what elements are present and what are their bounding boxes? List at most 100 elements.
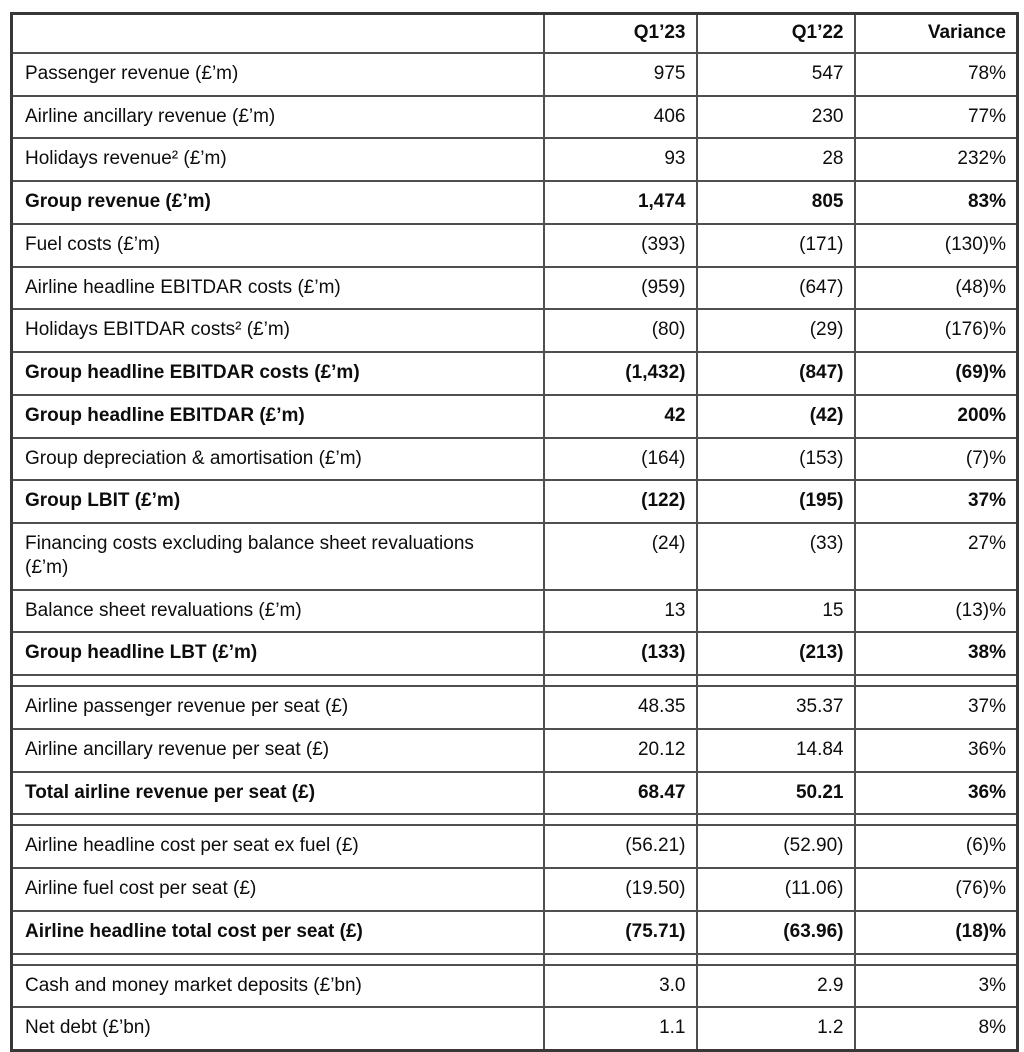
row-value-variance: 232%: [853, 137, 1019, 182]
row-label: Group LBIT (£’m): [10, 479, 545, 524]
row-value-q1-23: (19.50): [542, 867, 698, 912]
row-value-q1-23: 20.12: [542, 727, 698, 773]
header-row: Q1’23 Q1’22 Variance: [10, 12, 1019, 54]
row-value-q1-23: (133): [542, 631, 698, 676]
table-row: Airline ancillary revenue (£’m) 406 230 77%: [10, 94, 1019, 140]
row-value-q1-22: (171): [695, 222, 856, 268]
row-value-q1-23: (122): [542, 479, 698, 524]
table-row: Balance sheet revaluations (£’m) 13 15 (13)…: [10, 588, 1019, 634]
row-value-q1-23: (393): [542, 222, 698, 268]
table-row: Fuel costs (£’m) (393) (171) (130)%: [10, 222, 1019, 268]
table-row: Group headline EBITDAR (£’m) 42 (42) 200%: [10, 393, 1019, 439]
row-value-q1-23: (56.21): [542, 824, 698, 869]
row-value-q1-23: (1,432): [542, 351, 698, 396]
spacer-cell: [542, 952, 698, 966]
row-value-variance: 37%: [853, 685, 1019, 730]
row-value-q1-23: 48.35: [542, 685, 698, 730]
row-value-variance: (130)%: [853, 222, 1019, 268]
row-value-q1-22: 28: [695, 137, 856, 182]
row-label: Holidays EBITDAR costs² (£’m): [10, 308, 545, 353]
spacer-cell: [853, 813, 1019, 827]
financial-results-table: Q1’23 Q1’22 Variance Passenger revenue (…: [10, 12, 1019, 1052]
row-value-q1-22: (213): [695, 631, 856, 676]
row-value-q1-23: 1,474: [542, 180, 698, 225]
row-label: Passenger revenue (£’m): [10, 51, 545, 97]
table-row: Net debt (£’bn) 1.1 1.2 8%: [10, 1006, 1019, 1052]
row-value-q1-22: 805: [695, 180, 856, 225]
row-label: Airline ancillary revenue (£’m): [10, 94, 545, 140]
row-value-variance: 3%: [853, 963, 1019, 1009]
row-value-q1-22: (52.90): [695, 824, 856, 869]
row-label: Cash and money market deposits (£’bn): [10, 963, 545, 1009]
table-row: Group revenue (£’m) 1,474 805 83%: [10, 180, 1019, 225]
row-value-variance: (18)%: [853, 909, 1019, 955]
spacer-cell: [10, 952, 545, 966]
row-value-q1-22: 547: [695, 51, 856, 97]
spacer-row: [10, 952, 1019, 966]
table-row: Cash and money market deposits (£’bn) 3.0…: [10, 963, 1019, 1009]
row-value-variance: 8%: [853, 1006, 1019, 1052]
spacer-cell: [853, 674, 1019, 687]
row-value-q1-22: 50.21: [695, 770, 856, 816]
row-label: Airline ancillary revenue per seat (£): [10, 727, 545, 773]
row-label: Airline headline EBITDAR costs (£’m): [10, 265, 545, 311]
spacer-cell: [542, 674, 698, 687]
row-label: Group headline EBITDAR (£’m): [10, 393, 545, 439]
table-body: Passenger revenue (£’m) 975 547 78% Airline …: [10, 51, 1019, 1052]
spacer-cell: [10, 813, 545, 827]
row-label: Holidays revenue² (£’m): [10, 137, 545, 182]
row-value-q1-23: (24): [542, 522, 698, 591]
row-value-q1-22: (11.06): [695, 867, 856, 912]
row-value-variance: (76)%: [853, 867, 1019, 912]
row-value-q1-22: 2.9: [695, 963, 856, 1009]
row-value-q1-23: 3.0: [542, 963, 698, 1009]
row-value-variance: (48)%: [853, 265, 1019, 311]
spacer-cell: [695, 813, 856, 827]
row-value-q1-23: (75.71): [542, 909, 698, 955]
row-value-q1-23: 93: [542, 137, 698, 182]
row-value-q1-22: (29): [695, 308, 856, 353]
table-row: Airline ancillary revenue per seat (£) 20…: [10, 727, 1019, 773]
table-row: Airline passenger revenue per seat (£) 48…: [10, 685, 1019, 730]
column-header-variance: Variance: [853, 12, 1019, 54]
row-value-variance: 36%: [853, 727, 1019, 773]
row-label: Financing costs excluding balance sheet …: [10, 522, 545, 591]
table-row: Passenger revenue (£’m) 975 547 78%: [10, 51, 1019, 97]
row-value-q1-22: (63.96): [695, 909, 856, 955]
row-value-q1-22: (847): [695, 351, 856, 396]
row-value-variance: 27%: [853, 522, 1019, 591]
table-row: Financing costs excluding balance sheet …: [10, 522, 1019, 591]
table-row: Airline headline cost per seat ex fuel (…: [10, 824, 1019, 869]
spacer-cell: [695, 952, 856, 966]
row-label: Group depreciation & amortisation (£’m): [10, 436, 545, 482]
row-value-q1-23: 13: [542, 588, 698, 634]
column-header-q1-22: Q1’22: [695, 12, 856, 54]
spacer-cell: [542, 813, 698, 827]
row-value-q1-23: 975: [542, 51, 698, 97]
row-value-variance: 200%: [853, 393, 1019, 439]
spacer-cell: [853, 952, 1019, 966]
table-row: Holidays revenue² (£’m) 93 28 232%: [10, 137, 1019, 182]
row-label: Airline passenger revenue per seat (£): [10, 685, 545, 730]
row-value-q1-22: 35.37: [695, 685, 856, 730]
row-label: Group headline EBITDAR costs (£’m): [10, 351, 545, 396]
spacer-cell: [695, 674, 856, 687]
row-value-q1-22: (33): [695, 522, 856, 591]
row-value-q1-23: 406: [542, 94, 698, 140]
row-value-q1-22: (153): [695, 436, 856, 482]
row-value-q1-22: 14.84: [695, 727, 856, 773]
row-value-q1-23: (164): [542, 436, 698, 482]
row-value-q1-22: (647): [695, 265, 856, 311]
row-value-q1-23: 1.1: [542, 1006, 698, 1052]
row-label: Total airline revenue per seat (£): [10, 770, 545, 816]
row-value-variance: 77%: [853, 94, 1019, 140]
table-row: Holidays EBITDAR costs² (£’m) (80) (29) (17…: [10, 308, 1019, 353]
row-label: Airline headline cost per seat ex fuel (…: [10, 824, 545, 869]
row-value-q1-23: 68.47: [542, 770, 698, 816]
row-label: Airline headline total cost per seat (£): [10, 909, 545, 955]
row-label: Net debt (£’bn): [10, 1006, 545, 1052]
row-value-variance: (176)%: [853, 308, 1019, 353]
row-value-variance: 38%: [853, 631, 1019, 676]
row-value-q1-22: 15: [695, 588, 856, 634]
